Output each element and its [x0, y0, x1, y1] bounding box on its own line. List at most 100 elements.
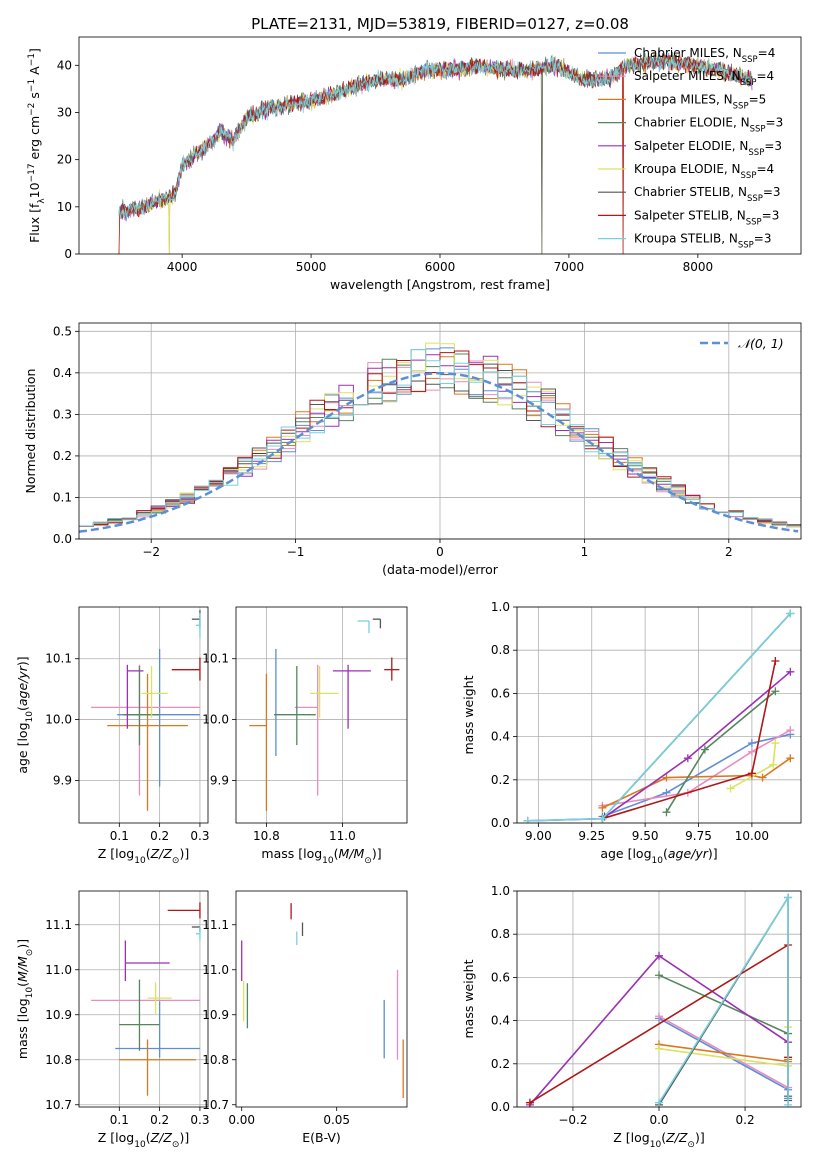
data-point [771, 739, 780, 748]
errorbar-salpeter-miles [294, 664, 319, 796]
y-tick-label: 0.6 [491, 686, 510, 700]
legend-entry: Chabrier STELIB, NSSP=3 [634, 185, 781, 204]
y-tick-label: 0.8 [491, 927, 510, 941]
axes-frame [78, 36, 802, 255]
data-point [655, 971, 663, 980]
residual-legend: 𝒩(0, 1) [700, 336, 784, 351]
y-tick-label: 10 [57, 200, 72, 214]
data-point [598, 814, 607, 823]
x-axis-label: age [log10(age/yr)] [600, 846, 717, 866]
axes-frame [516, 890, 802, 1108]
y-tick-label: 10.1 [45, 652, 72, 666]
y-tick-label: 10.8 [45, 1053, 72, 1067]
x-tick-label: 9.50 [632, 829, 659, 843]
y-tick-label: 0.1 [53, 490, 72, 504]
data-point [655, 1012, 663, 1021]
errorbar-kroupa-elodie [141, 666, 168, 718]
errorbar-salpeter-stelib [171, 657, 201, 681]
data-point [747, 739, 756, 748]
errorbar-salpeter-elodie [332, 664, 371, 729]
spectrum-kroupa-stelib [118, 52, 753, 219]
y-axis-label: mass weight [461, 959, 476, 1038]
x-tick-label: 10.00 [735, 829, 769, 843]
data-point [769, 760, 778, 769]
series-line [602, 757, 791, 809]
spectrum-legend: Chabrier MILES, NSSP=4 Salpeter MILES, NS… [598, 46, 783, 251]
errorbar-kroupa-elodie [310, 666, 339, 718]
y-tick-label: 0.0 [491, 1100, 510, 1114]
data-point [786, 609, 795, 618]
legend-entry: Kroupa STELIB, NSSP=3 [634, 232, 772, 251]
data-point [786, 667, 795, 676]
cumulative-z-plot: −0.2 0.0 0.2 0.0 0.2 0.4 0.6 0.8 1.0 Z [log10(Z/Z… [461, 884, 802, 1150]
axes-frame [235, 890, 408, 1108]
y-axis-label: Flux [fλ10−17 erg cm−2 s−1 A−1] [27, 48, 47, 243]
series-line [602, 733, 791, 818]
data-point [786, 754, 795, 763]
y-tick-label: 10.7 [202, 1098, 229, 1112]
legend-entry: Salpeter MILES, NSSP=4 [634, 69, 774, 88]
x-axis-label: Z [log10(Z/Z⊙)] [613, 1130, 704, 1150]
y-tick-label: 0.4 [491, 1014, 510, 1028]
line-chabrier-miles [655, 1014, 793, 1103]
y-tick-label: 10.1 [202, 652, 229, 666]
x-tick-label: 0.1 [110, 829, 129, 843]
y-tick-label: 1.0 [491, 884, 510, 898]
x-axis-label: mass [log10(M/M⊙)] [261, 846, 381, 866]
errorbar-chabrier-elodie [123, 666, 160, 746]
y-tick-label: 0.4 [491, 730, 510, 744]
series-line [602, 729, 791, 807]
errorbar-chabrier-elodie [119, 979, 160, 1051]
y-axis-label: age [log10(age/yr)] [15, 656, 35, 773]
x-tick-label: 7000 [554, 260, 585, 274]
y-tick-label: 1.0 [491, 600, 510, 614]
x-tick-label: 10.8 [253, 829, 280, 843]
legend-entry: Chabrier MILES, NSSP=4 [634, 46, 775, 65]
x-tick-label: 0.2 [150, 1113, 169, 1127]
y-tick-label: 10.0 [202, 713, 229, 727]
y-tick-label: 10.9 [45, 1008, 72, 1022]
z-vs-age-marks [91, 610, 201, 811]
x-tick-label: 0.2 [150, 829, 169, 843]
errorbar-kroupa-stelib [195, 613, 201, 638]
errorbar-kroupa-miles [119, 1039, 196, 1096]
x-tick-label: 0.3 [190, 1113, 209, 1127]
y-tick-label: 0.0 [53, 532, 72, 546]
ebv-vs-mass-marks [241, 903, 404, 1098]
errorbar-chabrier-elodie [274, 666, 316, 746]
line-kroupa-elodie [726, 739, 780, 793]
axes-frame [78, 322, 802, 540]
legend-entry: Salpeter ELODIE, NSSP=3 [634, 139, 782, 158]
data-point [655, 1044, 663, 1053]
cumulative-age-plot: 9.00 9.25 9.50 9.75 10.00 0.0 0.2 0.4 0.6 0.8 1.0 a… [461, 600, 802, 866]
axes-frame [78, 890, 209, 1108]
data-point [771, 687, 780, 696]
errorbar-kroupa-stelib [357, 620, 370, 634]
line-salpeter-elodie [525, 951, 793, 1107]
y-tick-label: 0.2 [491, 1057, 510, 1071]
y-axis-label: mass weight [461, 675, 476, 754]
axes-frame [235, 606, 408, 824]
normal-curve [79, 372, 799, 533]
data-point [598, 803, 607, 812]
mass-vs-age-marks [249, 618, 400, 811]
series-line [658, 974, 789, 1097]
errorbar-kroupa-elodie [147, 982, 172, 1014]
x-tick-label: 0.2 [736, 1113, 755, 1127]
spectrum-salpeter-stelib [118, 54, 753, 254]
y-tick-label: 11.1 [202, 918, 229, 932]
x-tick-label: 9.00 [525, 829, 552, 843]
y-tick-label: 10.9 [202, 1008, 229, 1022]
x-axis-label: wavelength [Angstrom, rest frame] [330, 277, 550, 292]
data-point [525, 1098, 534, 1107]
errorbar-salpeter-stelib [167, 902, 201, 919]
x-tick-label: 0.1 [110, 1113, 129, 1127]
x-axis-label: Z [log10(Z/Z⊙)] [98, 846, 189, 866]
residuals-marks [79, 342, 801, 533]
y-tick-label: 10.0 [45, 713, 72, 727]
data-point [786, 726, 795, 735]
axes-frame [516, 606, 802, 824]
cumulative-z-marks [525, 893, 793, 1107]
x-tick-label: 9.25 [578, 829, 605, 843]
y-tick-label: 0.6 [491, 970, 510, 984]
